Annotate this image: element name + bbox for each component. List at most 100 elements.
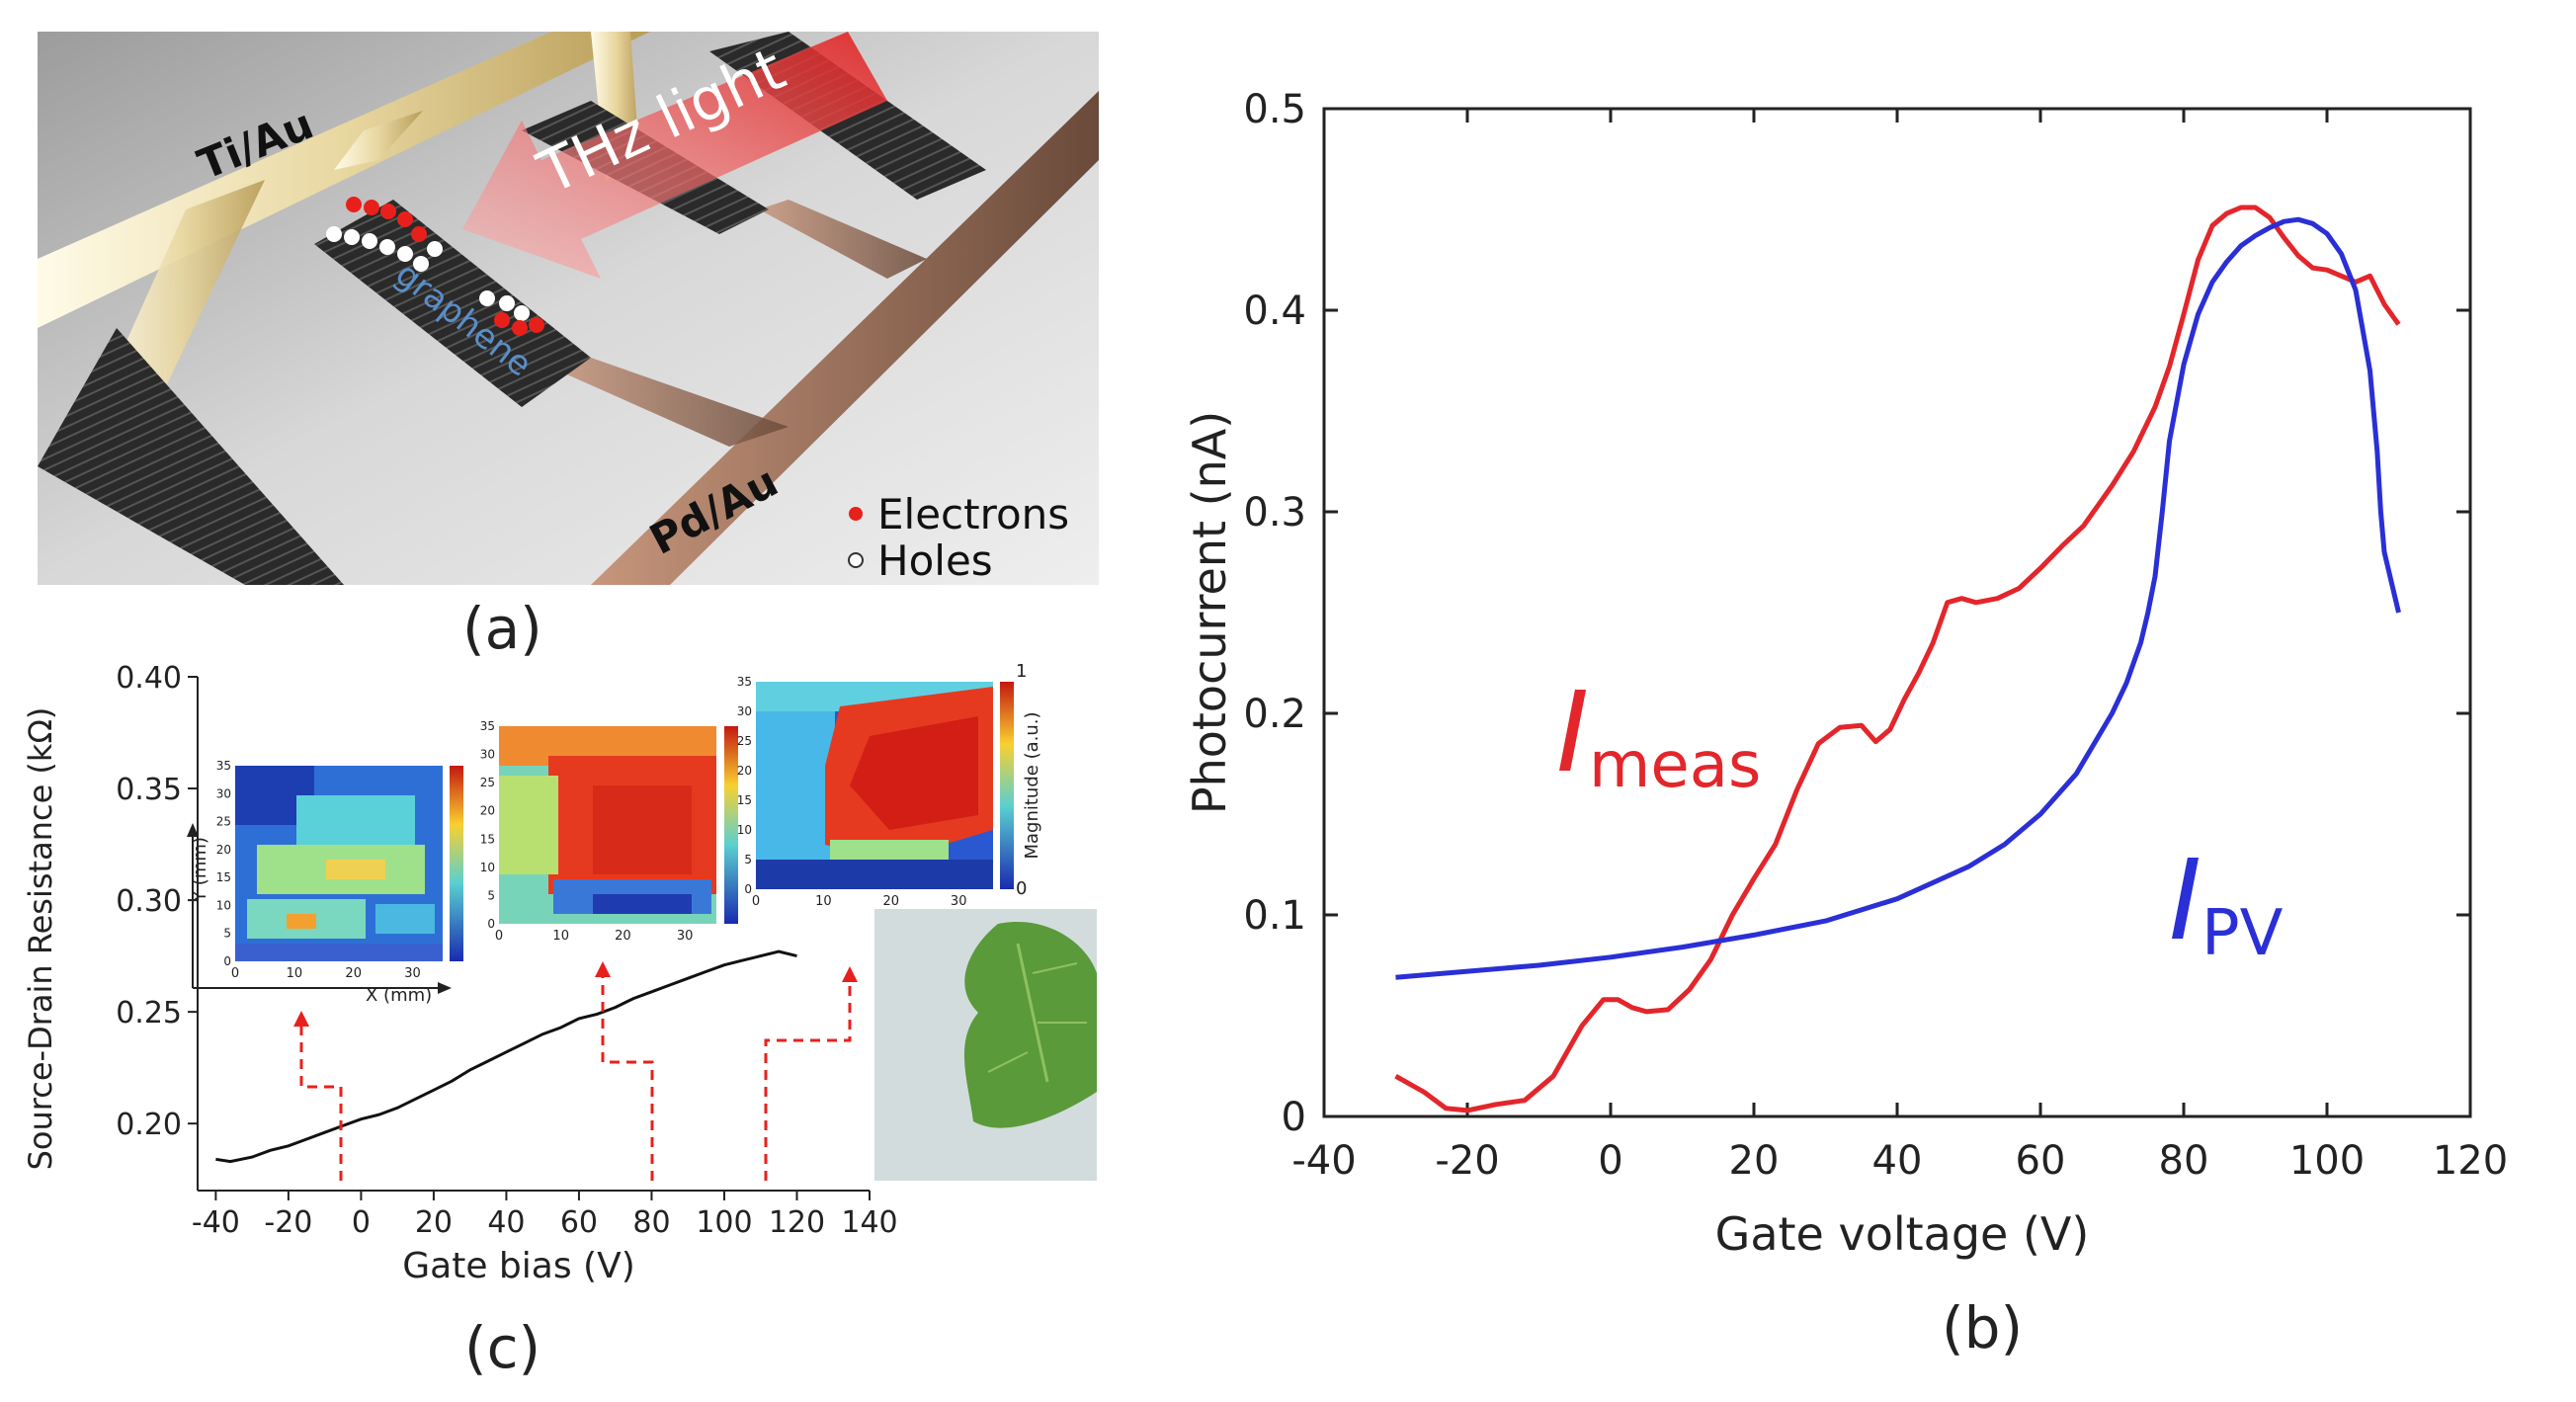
map-xtick-label: 30 [951,894,967,909]
map-ytick-label: 15 [480,832,495,846]
panel-a-illustration: THz light graphene Ti/Au Pd/Au Electrons… [38,32,1099,585]
thz-map-1 [235,766,463,961]
resistance-xtick-label: 120 [769,1205,825,1240]
photocurrent-ytick-label: 0.3 [1243,490,1306,536]
i-pv-series-line [1395,216,2401,980]
map-ytick-label: 20 [737,764,752,778]
photocurrent-xtick-label: 100 [2289,1138,2365,1184]
thz-light-arrow [462,32,887,279]
resistance-xlabel: Gate bias (V) [402,1246,635,1286]
map-xtick-label: 10 [287,966,303,981]
photocurrent-xtick-label: -40 [1291,1138,1356,1184]
i-meas-series-line [1394,205,2401,1113]
map-xtick-label: 30 [677,929,694,944]
inset-axes: Y (mm) X (mm) [187,823,452,1006]
indicator-arrow-3 [842,966,858,982]
map-ytick-label: 15 [216,870,231,884]
resistance-ytick-label: 0.40 [116,661,182,696]
map-xtick-label: 20 [615,929,631,944]
thz-map-2 [499,726,738,924]
map-ytick-label: 35 [216,759,231,773]
photocurrent-xtick-label: -20 [1435,1138,1499,1184]
map-xtick-label: 20 [883,894,900,909]
photocurrent-xtick-label: 60 [2016,1138,2066,1184]
map-ytick-label: 20 [480,804,495,818]
photocurrent-xtick-label: 80 [2159,1138,2209,1184]
photocurrent-ytick-label: 0.1 [1243,893,1306,939]
resistance-xtick-label: 20 [415,1205,453,1240]
map-ytick-label: 10 [737,823,752,837]
map-ytick-label: 0 [744,882,752,896]
map-ytick-label: 20 [216,843,231,857]
indicator-arrow-2 [595,961,611,977]
map-ytick-label: 30 [216,786,231,800]
map-xtick-label: 0 [752,894,760,909]
resistance-chart: -40 -20 0 20 40 60 80 100 120 1400.200.250.300.35… [22,661,1097,1286]
indicator-arrow-1 [293,1011,309,1027]
map-ytick-label: 25 [737,734,752,748]
gate-bias-indicator-2 [601,973,654,1181]
photocurrent-ytick-label: 0.2 [1243,692,1306,737]
map-ytick-label: 10 [216,898,231,912]
resistance-xtick-label: 60 [560,1205,598,1240]
i-pv-label: IPV [2169,837,2284,970]
map-xtick-label: 10 [552,929,569,944]
map-ytick-label: 0 [487,917,495,931]
resistance-series-line [215,949,797,1164]
resistance-ylabel: Source-Drain Resistance (kΩ) [22,707,59,1171]
resistance-ytick-label: 0.35 [116,773,182,807]
inset-x-label: X (mm) [366,985,432,1006]
resistance-xtick-label: 0 [352,1205,371,1240]
map-ytick-label: 5 [487,888,495,902]
map-ytick-label: 35 [480,719,495,733]
photocurrent-xtick-label: 40 [1872,1138,1923,1184]
resistance-xtick-label: 40 [487,1205,525,1240]
panel-c-label: (c) [464,1314,541,1381]
panel-a-label: (a) [462,595,542,662]
photocurrent-plot-frame [1322,107,2472,1118]
map-ytick-label: 0 [223,954,231,968]
leaf-photo [874,909,1097,1181]
carrier-cluster-1 [326,197,443,272]
photocurrent-xtick-label: 120 [2433,1138,2508,1184]
resistance-ytick-label: 0.20 [116,1108,182,1142]
colorbar-tick-max: 1 [1016,661,1027,682]
photocurrent-xtick-label: 0 [1598,1138,1622,1184]
pd-au-electrode [591,91,1099,585]
photocurrent-ytick-label: 0.4 [1243,289,1306,334]
map-xtick-label: 0 [231,966,239,981]
map-ytick-label: 30 [737,704,752,718]
resistance-ytick-label: 0.30 [116,884,182,919]
map-ytick-label: 15 [737,793,752,807]
resistance-xtick-label: 140 [841,1205,897,1240]
colorbar-tick-min: 0 [1016,878,1027,899]
map-xtick-label: 10 [815,894,832,909]
graphene-strip-1 [38,328,344,585]
map-ytick-label: 25 [480,776,495,789]
photocurrent-xtick-label: 20 [1729,1138,1780,1184]
electron-legend-icon [849,507,863,521]
photocurrent-chart: -40 -20 0 20 40 60 80 100 120 0 0.1 0.2 0.3 0.4 0.5 Ga… [1183,87,2508,1261]
legend-holes: Holes [877,536,993,585]
photocurrent-ytick-label: 0.5 [1243,87,1306,132]
hole-legend-icon [848,552,864,568]
resistance-xtick-label: -20 [264,1205,312,1240]
panel-b-label: (b) [1942,1294,2024,1361]
i-meas-label: Imeas [1556,669,1761,802]
resistance-xtick-label: 80 [632,1205,670,1240]
photocurrent-xlabel: Gate voltage (V) [1715,1207,2090,1261]
map-ytick-label: 25 [216,815,231,829]
map-ytick-label: 10 [480,861,495,874]
resistance-xtick-label: -40 [192,1205,240,1240]
resistance-ytick-label: 0.25 [116,996,182,1031]
map-ytick-label: 5 [223,927,231,941]
inset-y-label: Y (mm) [190,837,210,903]
pd-au-finger-2 [759,200,927,279]
gate-bias-indicator-3 [764,978,852,1181]
map-xtick-label: 20 [345,966,362,981]
map-xtick-label: 0 [495,929,503,944]
map-xtick-label: 30 [404,966,421,981]
carrier-cluster-2 [479,290,544,336]
photocurrent-ytick-label: 0 [1282,1095,1306,1140]
ti-au-finger-1 [97,180,265,407]
